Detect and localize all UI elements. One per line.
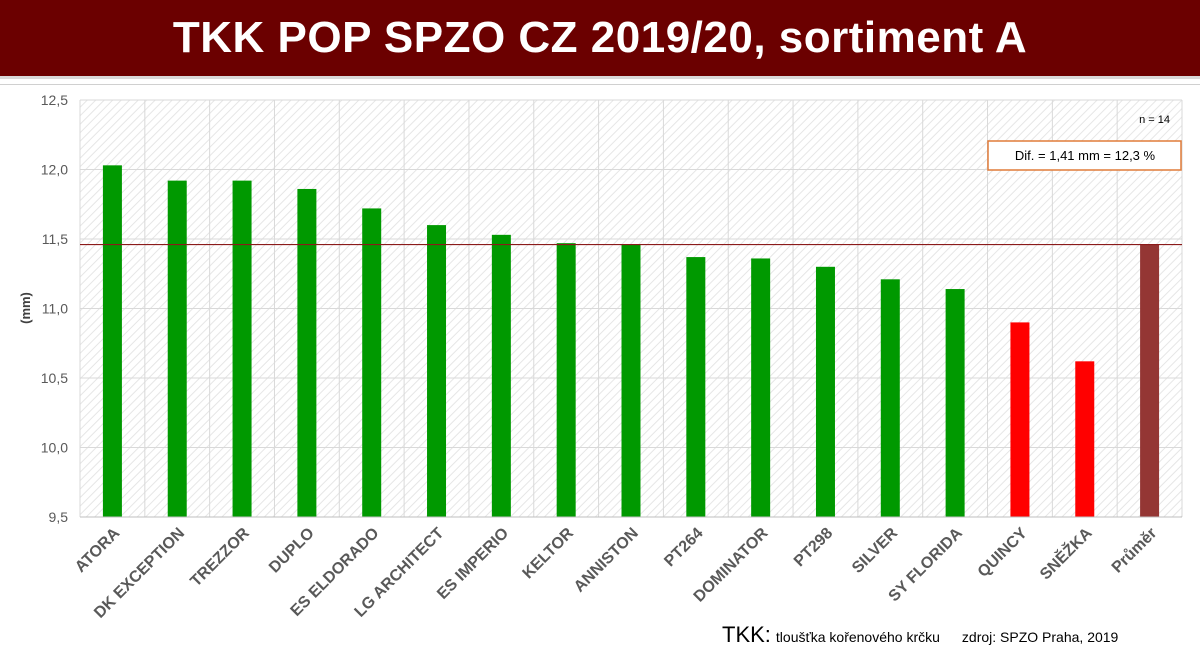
bar <box>297 188 317 517</box>
bar <box>686 257 706 517</box>
bar <box>1010 322 1030 517</box>
footer-definition: tloušťka kořenového krčku <box>775 629 940 645</box>
x-tick-label: TREZZOR <box>187 524 253 590</box>
bar <box>815 266 835 517</box>
bar <box>102 165 122 517</box>
bar <box>1140 244 1160 517</box>
x-tick-label: Průměr <box>1109 525 1161 577</box>
y-tick-label: 10,0 <box>41 440 68 456</box>
difference-box <box>987 140 1182 171</box>
x-tick-label: QUINCY <box>975 525 1031 581</box>
difference-label: Dif. = 1,41 mm = 12,3 % <box>1015 148 1156 163</box>
bar <box>1075 361 1095 517</box>
sample-size-label: n = 14 <box>1139 114 1170 126</box>
x-tick-label: SILVER <box>849 524 901 576</box>
footer-note: TKK: tloušťka kořenového krčku zdroj: SP… <box>722 622 1192 647</box>
bar <box>362 208 382 518</box>
x-tick-label: ATORA <box>72 524 124 576</box>
bar <box>427 225 447 517</box>
x-tick-label: ANNISTON <box>571 525 642 596</box>
title-banner: TKK POP SPZO CZ 2019/20, sortiment A <box>0 0 1200 79</box>
footer-abbreviation: TKK: <box>722 622 771 647</box>
y-tick-label: 12,0 <box>41 162 68 178</box>
bar <box>491 234 511 517</box>
x-tick-label: PT298 <box>791 525 836 570</box>
y-tick-label: 11,0 <box>42 301 68 317</box>
bar <box>556 243 576 518</box>
y-tick-label: 10,5 <box>41 370 68 386</box>
x-tick-label: SNĚŽKA <box>1036 523 1096 583</box>
bar <box>880 279 900 517</box>
bar <box>167 180 187 517</box>
bar <box>945 289 965 517</box>
bar <box>232 180 252 517</box>
bar <box>751 258 771 517</box>
divider <box>0 84 1200 85</box>
bar <box>621 244 641 517</box>
y-axis-label: (mm) <box>18 292 33 324</box>
x-tick-label: KELTOR <box>520 524 578 582</box>
x-tick-label: DUPLO <box>266 525 318 577</box>
page-title: TKK POP SPZO CZ 2019/20, sortiment A <box>172 13 1028 62</box>
y-tick-label: 12,5 <box>41 92 68 108</box>
y-tick-label: 11,5 <box>42 231 68 247</box>
x-tick-label: PT264 <box>661 525 706 570</box>
footer-source: zdroj: SPZO Praha, 2019 <box>961 629 1119 645</box>
y-tick-label: 9,5 <box>49 509 69 525</box>
